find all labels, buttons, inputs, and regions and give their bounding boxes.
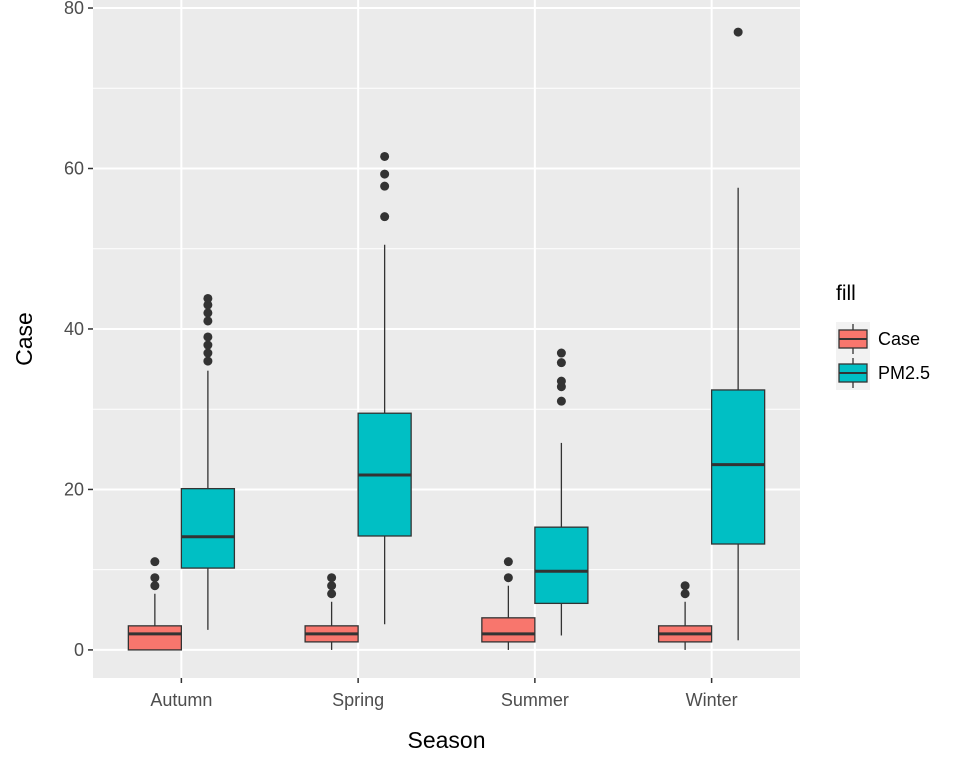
- plot-panel: [93, 0, 800, 678]
- box-iqr: [481, 617, 536, 643]
- outlier-point: [556, 396, 566, 406]
- box-spring-case: [304, 573, 359, 650]
- x-tick-label: Summer: [501, 690, 569, 710]
- outlier-point: [556, 358, 566, 368]
- box-winter-pm25: [710, 27, 766, 641]
- outlier-point: [203, 300, 213, 310]
- x-axis: Autumn Spring Summer Winter: [150, 678, 738, 710]
- box-iqr: [127, 625, 183, 651]
- x-tick-label: Winter: [686, 690, 738, 710]
- y-axis: 0 20 40 60 80: [64, 0, 93, 660]
- outlier-point: [203, 308, 213, 318]
- box-summer-pm25: [534, 348, 589, 636]
- x-tick-label: Spring: [332, 690, 384, 710]
- box-summer-case: [481, 557, 536, 650]
- outlier-point: [203, 356, 213, 366]
- outlier-point: [203, 332, 213, 342]
- legend-key-case: [836, 322, 870, 356]
- outlier-point: [327, 589, 337, 599]
- legend-label: Case: [878, 329, 920, 349]
- outlier-point: [380, 181, 390, 191]
- box-autumn-case: [127, 557, 183, 651]
- legend: fill Case PM2.5: [836, 282, 930, 390]
- outlier-point: [203, 348, 213, 358]
- outlier-point: [150, 573, 160, 583]
- outlier-point: [680, 589, 690, 599]
- box-iqr: [534, 526, 589, 605]
- box-series-layer: [127, 27, 766, 651]
- y-tick-label: 40: [64, 319, 84, 339]
- legend-title: fill: [836, 282, 856, 305]
- legend-key-pm25: [836, 356, 870, 390]
- box-spring-pm25: [357, 151, 412, 625]
- y-tick-label: 60: [64, 158, 84, 178]
- legend-label: PM2.5: [878, 363, 930, 383]
- outlier-point: [503, 573, 513, 583]
- outlier-point: [680, 581, 690, 591]
- y-axis-title: Case: [11, 312, 37, 366]
- x-axis-title: Season: [407, 727, 485, 753]
- outlier-point: [556, 348, 566, 358]
- box-winter-case: [657, 581, 713, 650]
- box-iqr: [180, 487, 236, 569]
- outlier-point: [327, 573, 337, 583]
- outlier-point: [150, 557, 160, 567]
- box-autumn-pm25: [180, 293, 236, 630]
- outlier-point: [203, 316, 213, 326]
- outlier-point: [380, 212, 390, 222]
- outlier-point: [380, 151, 390, 161]
- outlier-point: [733, 27, 743, 37]
- outlier-point: [327, 581, 337, 591]
- minor-gridlines: [93, 87, 800, 571]
- outlier-point: [380, 169, 390, 179]
- y-tick-label: 20: [64, 479, 84, 499]
- outlier-point: [203, 340, 213, 350]
- outlier-point: [150, 581, 160, 591]
- box-iqr: [710, 389, 766, 545]
- y-tick-label: 80: [64, 0, 84, 18]
- outlier-point: [203, 293, 213, 303]
- y-tick-label: 0: [74, 640, 84, 660]
- x-tick-label: Autumn: [150, 690, 212, 710]
- outlier-point: [556, 376, 566, 386]
- outlier-point: [503, 557, 513, 567]
